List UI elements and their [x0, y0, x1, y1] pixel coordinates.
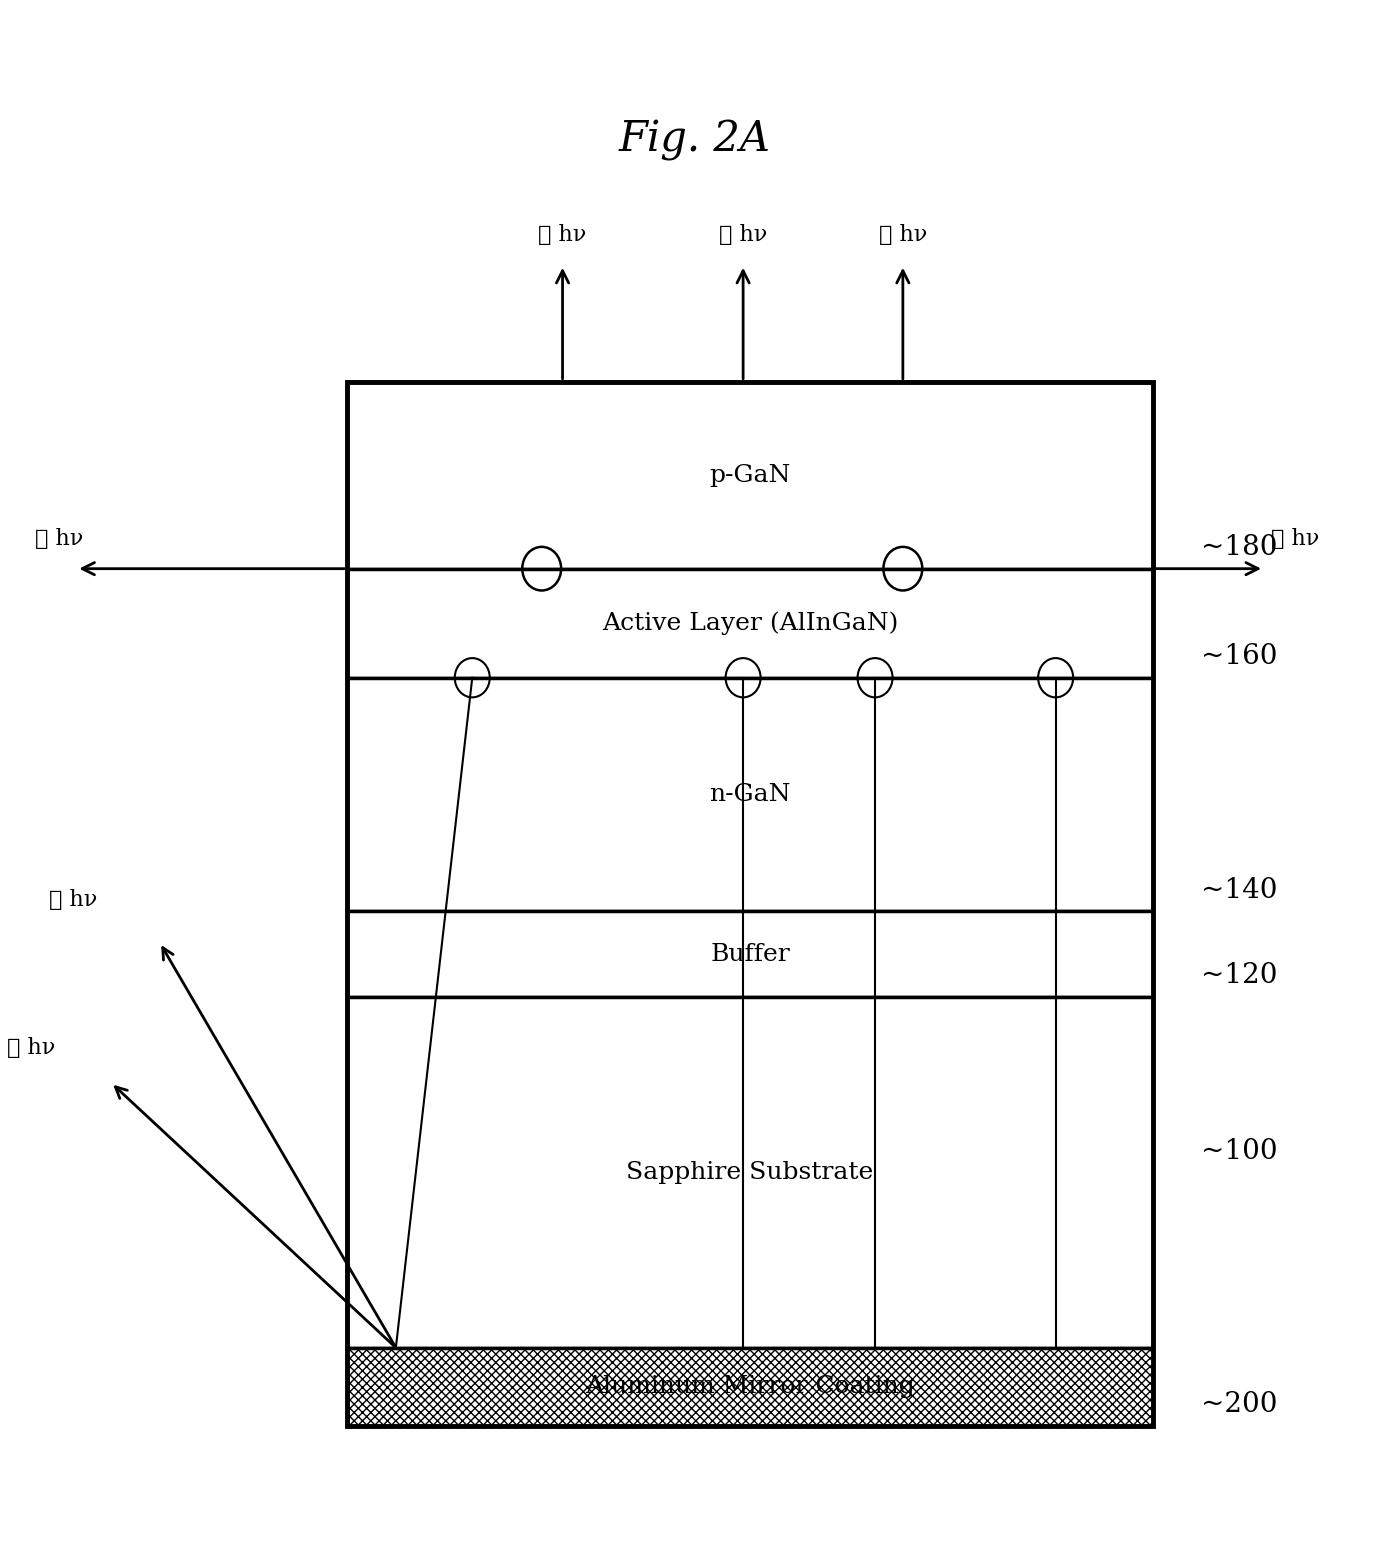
Text: ~200: ~200 — [1201, 1391, 1278, 1418]
Text: p-GaN: p-GaN — [710, 464, 790, 486]
Text: ~160: ~160 — [1201, 643, 1278, 670]
Text: ~100: ~100 — [1201, 1139, 1278, 1165]
Text: Active Layer (AlInGaN): Active Layer (AlInGaN) — [601, 611, 899, 636]
Bar — [347, 997, 1153, 1348]
Text: ② hν: ② hν — [1271, 528, 1320, 550]
Bar — [347, 569, 1153, 678]
Text: ② hν: ② hν — [35, 528, 83, 550]
Text: ~120: ~120 — [1201, 963, 1278, 989]
Text: ① hν: ① hν — [879, 224, 926, 246]
Text: ~140: ~140 — [1201, 877, 1278, 904]
Text: Fig. 2A: Fig. 2A — [618, 120, 771, 160]
Text: Aluminum Mirror Coating: Aluminum Mirror Coating — [585, 1376, 915, 1398]
Text: ③ hν: ③ hν — [7, 1038, 56, 1059]
Text: ③ hν: ③ hν — [49, 890, 97, 911]
Bar — [347, 382, 1153, 1426]
Text: Buffer: Buffer — [710, 943, 790, 966]
Bar — [347, 911, 1153, 997]
Text: ~180: ~180 — [1201, 534, 1278, 561]
Text: ① hν: ① hν — [539, 224, 586, 246]
Bar — [347, 678, 1153, 911]
Text: ③ hν: ③ hν — [720, 224, 767, 246]
Bar — [347, 382, 1153, 569]
Text: n-GaN: n-GaN — [710, 784, 790, 805]
Text: Sapphire Substrate: Sapphire Substrate — [626, 1161, 874, 1184]
Bar — [347, 1348, 1153, 1426]
